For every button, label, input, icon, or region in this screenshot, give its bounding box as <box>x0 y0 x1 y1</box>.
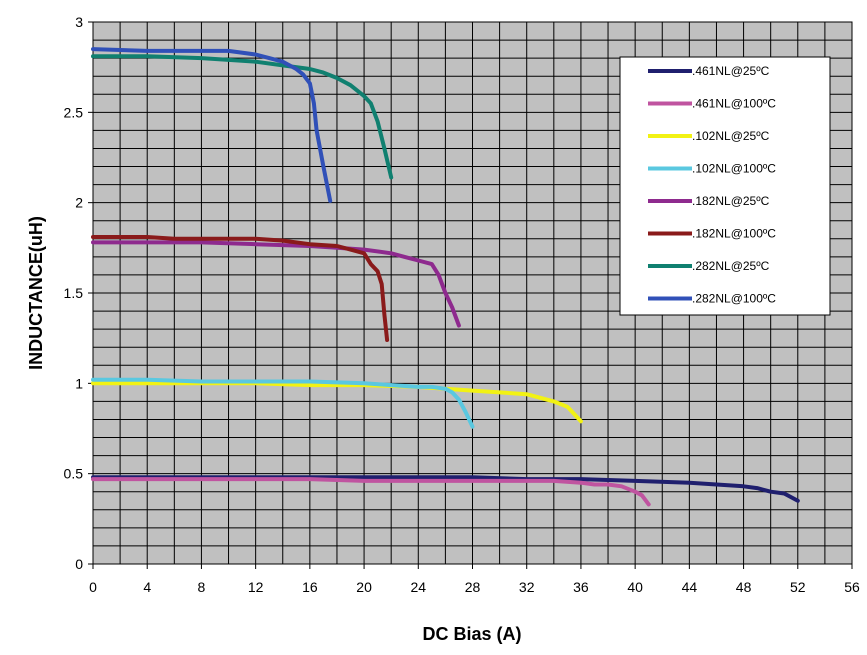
x-tick-label: 24 <box>410 579 426 595</box>
x-tick-label: 56 <box>844 579 860 595</box>
x-tick-label: 40 <box>627 579 643 595</box>
legend-box <box>619 56 831 316</box>
x-axis-ticks: 0 4 8 12 16 20 24 28 32 36 40 44 48 52 56 <box>89 564 860 595</box>
x-tick-label: 48 <box>736 579 752 595</box>
y-tick-label: 3 <box>75 14 83 30</box>
x-tick-label: 12 <box>248 579 264 595</box>
legend-label: .102NL@25ºC <box>692 129 770 143</box>
y-tick-label: 1.5 <box>64 285 84 301</box>
series-line <box>91 377 475 429</box>
x-tick-label: 44 <box>682 579 698 595</box>
x-tick-label: 52 <box>790 579 806 595</box>
x-axis-title: DC Bias (A) <box>422 624 521 644</box>
x-tick-label: 0 <box>89 579 97 595</box>
series-line <box>91 475 800 503</box>
x-tick-label: 28 <box>465 579 481 595</box>
legend-label: .102NL@100ºC <box>692 162 776 176</box>
x-tick-label: 4 <box>143 579 151 595</box>
y-tick-label: 0.5 <box>64 466 84 482</box>
y-tick-label: 1 <box>75 375 83 391</box>
series-line <box>91 54 394 180</box>
y-axis-title: INDUCTANCE(uH) <box>26 216 46 370</box>
series-line <box>91 47 333 203</box>
legend-label: .182NL@25ºC <box>692 194 770 208</box>
grid-lines <box>93 22 852 564</box>
legend-label: .282NL@100ºC <box>692 292 776 306</box>
legend-label: .282NL@25ºC <box>692 259 770 273</box>
y-tick-label: 0 <box>75 556 83 572</box>
y-tick-label: 2.5 <box>64 104 84 120</box>
series-line <box>91 235 390 342</box>
x-tick-label: 16 <box>302 579 318 595</box>
x-tick-label: 8 <box>198 579 206 595</box>
legend: .461NL@25ºC .461NL@100ºC .102NL@25ºC .102NL… <box>619 56 831 316</box>
legend-label: .182NL@100ºC <box>692 227 776 241</box>
legend-label: .461NL@25ºC <box>692 64 770 78</box>
series-lines <box>91 47 800 507</box>
x-tick-label: 36 <box>573 579 589 595</box>
x-tick-label: 20 <box>356 579 372 595</box>
series-line <box>91 240 461 328</box>
x-tick-label: 32 <box>519 579 535 595</box>
series-line <box>91 477 651 507</box>
legend-label: .461NL@100ºC <box>692 97 776 111</box>
y-tick-label: 2 <box>75 195 83 211</box>
y-axis-ticks: 0 0.5 1 1.5 2 2.5 3 <box>64 14 93 572</box>
